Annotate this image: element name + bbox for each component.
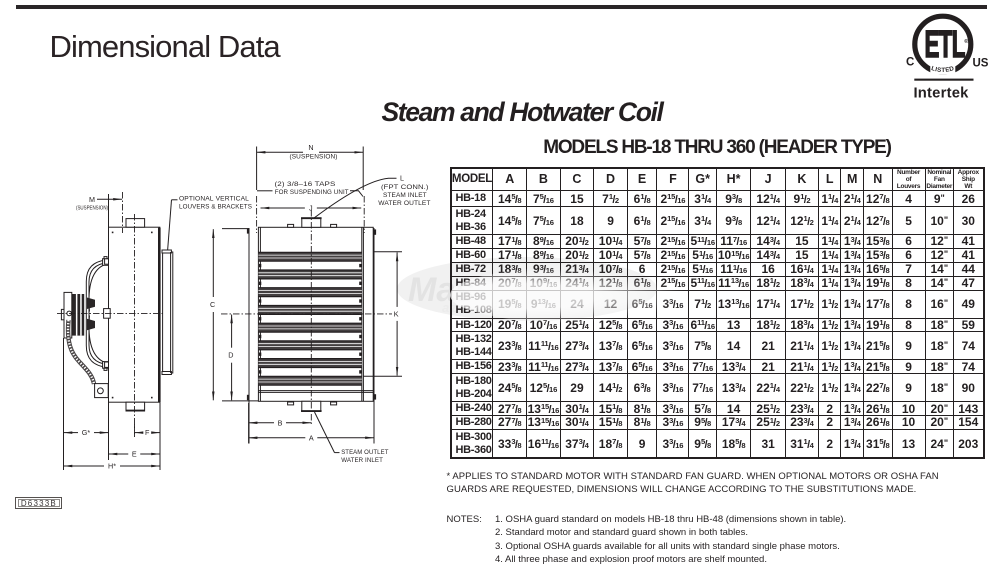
svg-text:WATER INLET: WATER INLET (341, 457, 383, 464)
svg-text:Intertek: Intertek (914, 86, 970, 102)
svg-text:(FPT CONN.): (FPT CONN.) (381, 184, 429, 191)
svg-text:E: E (132, 450, 137, 459)
svg-text:STEAM INLET: STEAM INLET (383, 192, 427, 199)
svg-text:A: A (309, 433, 314, 442)
svg-text:F: F (145, 428, 150, 437)
svg-text:C: C (906, 57, 914, 69)
svg-text:®: ® (964, 38, 968, 45)
svg-text:L: L (400, 173, 404, 182)
svg-text:G*: G* (82, 428, 91, 437)
svg-text:LISTED: LISTED (930, 65, 955, 74)
svg-text:C: C (210, 300, 215, 309)
svg-text:(2) 3/8–16 TAPS: (2) 3/8–16 TAPS (275, 181, 336, 188)
svg-text:OPTIONAL VERTICAL: OPTIONAL VERTICAL (179, 196, 249, 203)
svg-text:STEAM OUTLET: STEAM OUTLET (341, 449, 388, 456)
svg-text:ETL: ETL (925, 23, 966, 66)
svg-text:WATER OUTLET: WATER OUTLET (378, 200, 430, 207)
svg-text:(SUSPENSION): (SUSPENSION) (290, 153, 338, 160)
svg-text:FOR SUSPENDING UNIT: FOR SUSPENDING UNIT (275, 189, 349, 196)
svg-text:K: K (394, 309, 399, 318)
svg-text:(SUSPENSION): (SUSPENSION) (76, 206, 108, 212)
svg-text:LOUVERS & BRACKETS: LOUVERS & BRACKETS (179, 204, 252, 211)
svg-text:N: N (308, 143, 313, 152)
svg-text:H*: H* (108, 462, 116, 471)
svg-text:M: M (89, 195, 95, 204)
svg-text:B: B (278, 418, 283, 427)
svg-text:D: D (228, 351, 233, 360)
svg-text:US: US (973, 58, 989, 70)
svg-text:J: J (309, 204, 313, 213)
